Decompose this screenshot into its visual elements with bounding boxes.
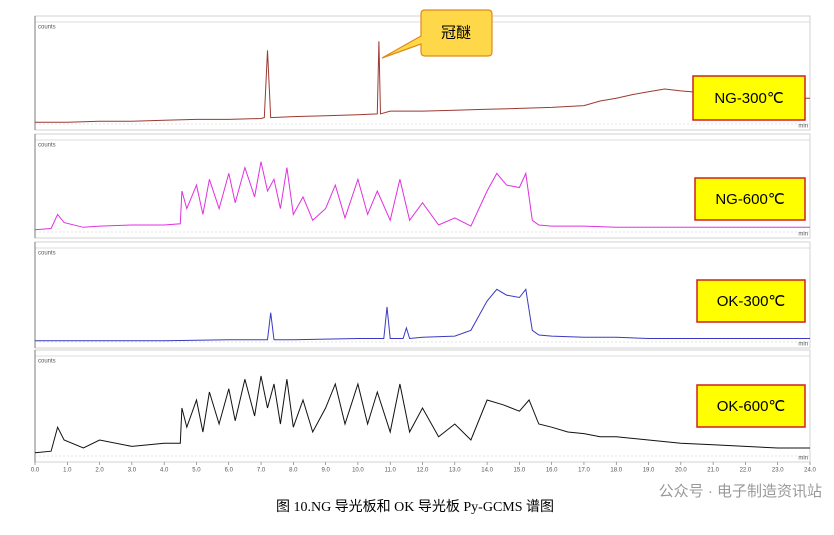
x-tick-label: 0.0: [31, 468, 40, 474]
x-tick-label: 23.0: [772, 468, 784, 474]
y-axis-label: counts: [38, 251, 56, 257]
x-tick-label: 19.0: [643, 468, 655, 474]
sample-label-box: [696, 384, 806, 428]
y-axis-label: counts: [38, 143, 56, 149]
x-tick-label: 17.0: [578, 468, 590, 474]
x-tick-label: 4.0: [160, 468, 169, 474]
sample-label: OK-300℃: [717, 293, 786, 310]
x-tick-label: 7.0: [257, 468, 266, 474]
sample-label-box: [692, 75, 806, 121]
chromatogram-line: [34, 375, 810, 454]
x-tick-label: 1.0: [63, 468, 72, 474]
x-axis-label: min: [798, 232, 808, 238]
x-axis-label: min: [798, 342, 808, 348]
sample-label: NG-600℃: [715, 191, 784, 208]
caption: 图 10.NG 导光板和 OK 导光板 Py-GCMS 谱图: [276, 499, 554, 515]
y-axis-label: counts: [38, 25, 56, 31]
y-axis-label: counts: [38, 359, 56, 365]
x-tick-label: 11.0: [385, 468, 397, 474]
x-tick-label: 15.0: [514, 468, 526, 474]
x-axis-label: min: [798, 124, 808, 130]
x-tick-label: 10.0: [352, 468, 364, 474]
x-tick-label: 13.0: [449, 468, 461, 474]
chromatogram-line: [34, 161, 810, 231]
x-tick-label: 9.0: [321, 468, 330, 474]
annotation-text: 冠醚: [441, 24, 471, 41]
x-tick-label: 5.0: [192, 468, 201, 474]
x-tick-label: 14.0: [481, 468, 493, 474]
x-tick-label: 6.0: [225, 468, 234, 474]
x-tick-label: 12.0: [417, 468, 429, 474]
chromatogram-line: [35, 288, 810, 342]
sample-label: NG-300℃: [714, 90, 783, 107]
x-tick-label: 20.0: [675, 468, 687, 474]
x-tick-label: 22.0: [740, 468, 752, 474]
watermark: 公众号 · 电子制造资讯站: [659, 483, 822, 500]
x-tick-label: 2.0: [95, 468, 104, 474]
x-tick-label: 8.0: [289, 468, 298, 474]
x-axis-label: min: [798, 456, 808, 462]
x-tick-label: 18.0: [610, 468, 622, 474]
chromatogram-line: [35, 41, 810, 123]
sample-label-box: [694, 177, 806, 221]
sample-label-box: [696, 279, 806, 323]
x-tick-label: 3.0: [128, 468, 137, 474]
annotation-callout: [381, 9, 493, 59]
sample-label: OK-600℃: [717, 398, 786, 415]
x-tick-label: 24.0: [804, 468, 816, 474]
x-tick-label: 16.0: [546, 468, 558, 474]
x-tick-label: 21.0: [707, 468, 719, 474]
